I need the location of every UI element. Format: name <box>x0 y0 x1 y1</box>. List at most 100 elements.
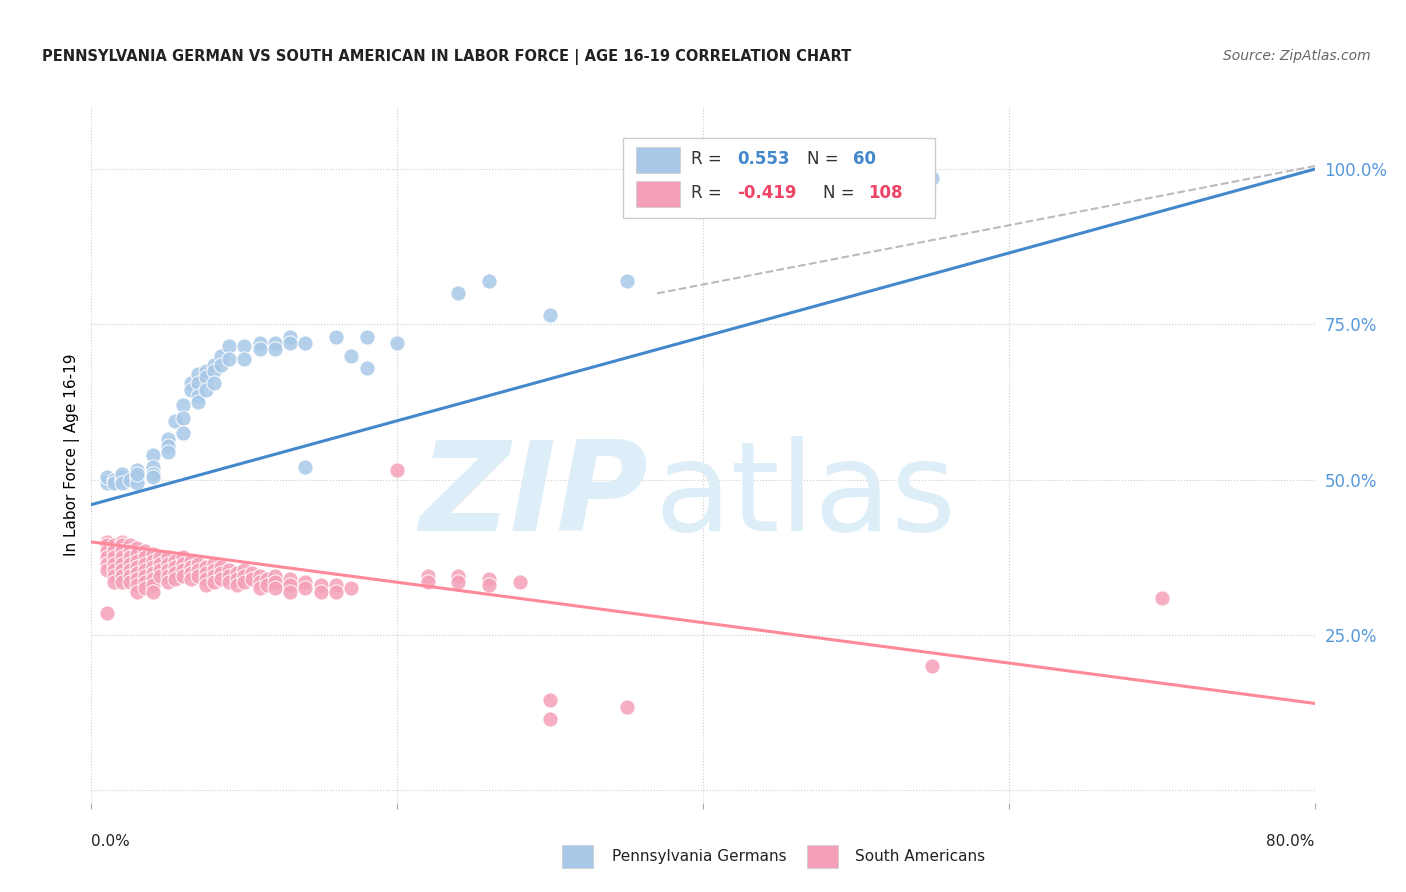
Point <box>156 575 179 590</box>
Point <box>165 559 187 574</box>
Point <box>180 383 202 397</box>
Point <box>294 460 316 475</box>
Point <box>209 559 232 574</box>
Point <box>202 575 225 590</box>
Point <box>180 376 202 391</box>
Text: R =: R = <box>690 184 727 202</box>
Point <box>111 563 134 577</box>
Point <box>165 553 187 567</box>
Point <box>278 330 301 344</box>
Point <box>202 376 225 391</box>
Point <box>385 463 409 477</box>
Point <box>141 448 163 462</box>
Point <box>202 557 225 571</box>
Text: -0.419: -0.419 <box>737 184 797 202</box>
Point <box>233 563 256 577</box>
Point <box>209 572 232 586</box>
Point <box>127 463 149 477</box>
Point <box>165 566 187 580</box>
Point <box>278 584 301 599</box>
Point <box>264 569 287 583</box>
Point <box>309 578 332 592</box>
Point <box>156 557 179 571</box>
Point <box>111 467 134 481</box>
Point <box>127 584 149 599</box>
Point <box>127 469 149 483</box>
Point <box>149 569 172 583</box>
Text: N =: N = <box>823 184 859 202</box>
Point <box>187 367 209 381</box>
FancyBboxPatch shape <box>623 138 935 219</box>
Point <box>1150 591 1173 605</box>
Point <box>294 575 316 590</box>
Point <box>149 557 172 571</box>
Point <box>187 389 209 403</box>
Point <box>294 582 316 596</box>
Point <box>509 575 531 590</box>
Point <box>249 575 271 590</box>
Point <box>141 467 163 481</box>
Point <box>96 544 118 558</box>
Point <box>309 584 332 599</box>
Point <box>264 575 287 590</box>
Point <box>141 553 163 567</box>
Point <box>172 426 194 441</box>
Point <box>111 575 134 590</box>
Point <box>96 469 118 483</box>
Point <box>278 336 301 351</box>
Point <box>180 566 202 580</box>
Point <box>134 557 156 571</box>
Text: Pennsylvania Germans: Pennsylvania Germans <box>612 849 786 863</box>
Point <box>141 460 163 475</box>
Point <box>156 563 179 577</box>
Point <box>356 360 378 375</box>
Point <box>141 572 163 586</box>
Point <box>96 557 118 571</box>
Text: PENNSYLVANIA GERMAN VS SOUTH AMERICAN IN LABOR FORCE | AGE 16-19 CORRELATION CHA: PENNSYLVANIA GERMAN VS SOUTH AMERICAN IN… <box>42 49 852 65</box>
Point <box>111 569 134 583</box>
Point <box>240 566 263 580</box>
Point <box>264 336 287 351</box>
Bar <box>562 845 593 868</box>
Point <box>172 569 194 583</box>
Point <box>149 550 172 565</box>
Point <box>165 572 187 586</box>
Bar <box>807 845 838 868</box>
Point <box>111 550 134 565</box>
Point <box>118 569 141 583</box>
Point <box>96 550 118 565</box>
Point <box>118 563 141 577</box>
Text: ZIP: ZIP <box>419 436 648 558</box>
Point <box>127 475 149 490</box>
Point <box>385 336 409 351</box>
Point <box>127 541 149 555</box>
Point <box>134 563 156 577</box>
Point <box>118 544 141 558</box>
Point <box>340 349 363 363</box>
Point <box>127 578 149 592</box>
Point <box>111 469 134 483</box>
Point <box>141 566 163 580</box>
Point <box>249 343 271 357</box>
Point <box>96 534 118 549</box>
Point <box>278 578 301 592</box>
Point <box>134 569 156 583</box>
Point <box>118 473 141 487</box>
Point <box>127 547 149 561</box>
Point <box>616 274 638 288</box>
Point <box>127 553 149 567</box>
Point <box>134 544 156 558</box>
Point <box>134 550 156 565</box>
Point <box>180 553 202 567</box>
Text: R =: R = <box>690 150 727 169</box>
Point <box>118 575 141 590</box>
Point <box>187 395 209 409</box>
Point <box>195 572 218 586</box>
Point <box>340 582 363 596</box>
Point <box>447 569 470 583</box>
Point <box>325 584 347 599</box>
Point <box>218 563 240 577</box>
Point <box>209 566 232 580</box>
Point <box>195 559 218 574</box>
Point <box>156 433 179 447</box>
